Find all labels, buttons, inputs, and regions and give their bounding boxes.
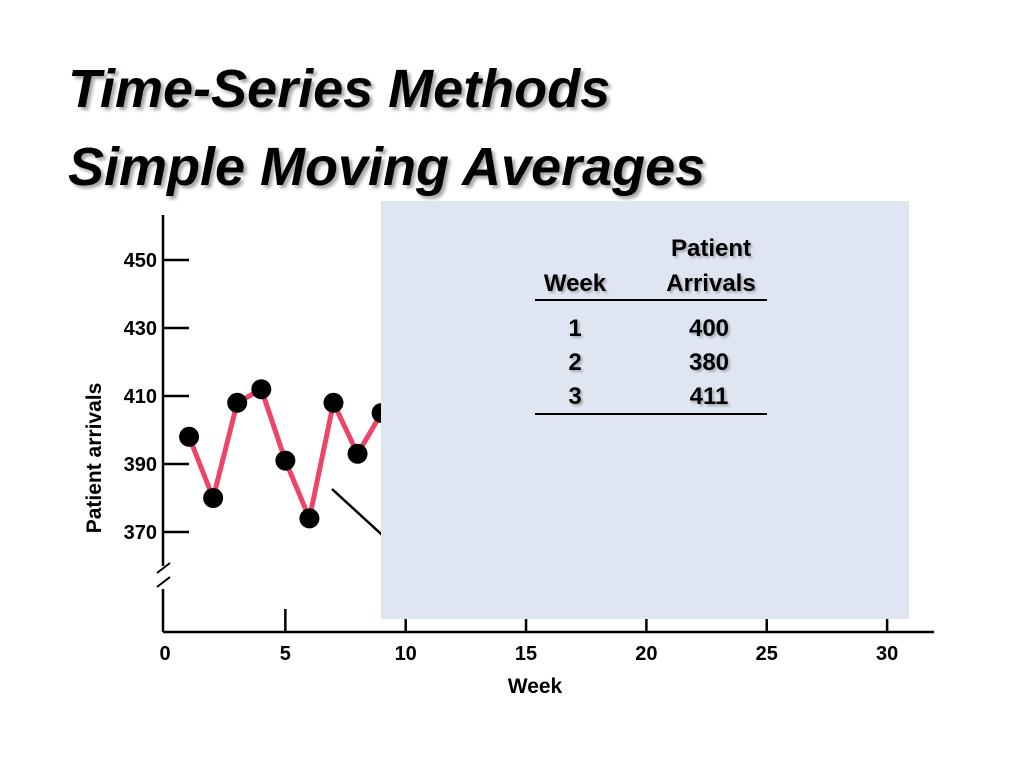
data-point bbox=[347, 443, 368, 464]
data-point bbox=[227, 392, 248, 413]
chart-axes: Patient arrivals Week bbox=[83, 215, 934, 698]
table-row-1-week: 1 bbox=[568, 315, 582, 342]
title-line-1: Time-Series Methods bbox=[68, 59, 611, 119]
x-tick-label: 10 bbox=[395, 643, 417, 665]
chart-series bbox=[179, 379, 392, 529]
x-tick-label: 15 bbox=[515, 643, 537, 665]
table-row-1-arrivals: 400 bbox=[688, 315, 730, 342]
table-header-rule bbox=[535, 299, 767, 301]
x-axis-title: Week bbox=[508, 675, 563, 698]
axis-break-mark-1 bbox=[156, 562, 171, 574]
data-point bbox=[179, 426, 200, 447]
x-tick-label: 20 bbox=[635, 643, 657, 665]
table-bottom-rule bbox=[535, 413, 767, 415]
y-tick-label: 370 bbox=[124, 522, 157, 544]
y-tick-label: 390 bbox=[124, 454, 157, 476]
table-header-week: Week bbox=[543, 270, 607, 297]
y-axis-title: Patient arrivals bbox=[83, 383, 106, 534]
y-tick-label: 410 bbox=[124, 386, 157, 408]
table-header-arrivals-line2: Arrivals bbox=[666, 270, 756, 297]
data-point bbox=[323, 392, 344, 413]
chart-ticks: 450 430 410 390 370 0 5 10 15 20 25 30 bbox=[124, 250, 899, 665]
x-tick-label: 5 bbox=[280, 643, 291, 665]
table-row-3-week: 3 bbox=[568, 383, 582, 410]
table-row-2-week: 2 bbox=[568, 349, 582, 376]
y-tick-label: 430 bbox=[124, 318, 157, 340]
data-point bbox=[251, 379, 272, 400]
y-tick-label: 450 bbox=[124, 250, 157, 272]
table-row-2-arrivals: 380 bbox=[688, 349, 730, 376]
data-point bbox=[203, 488, 224, 508]
axis-break-mark-2 bbox=[156, 576, 171, 588]
x-tick-label: 0 bbox=[159, 643, 170, 665]
x-tick-label: 30 bbox=[876, 643, 898, 665]
data-point bbox=[299, 508, 320, 529]
x-tick-label: 25 bbox=[756, 643, 778, 665]
data-table-panel: Patient Week Arrivals 1 400 2 380 3 411 bbox=[381, 201, 909, 619]
table-row-3-arrivals: 411 bbox=[689, 383, 729, 410]
data-point bbox=[275, 450, 296, 471]
title-line-2: Simple Moving Averages bbox=[68, 137, 706, 197]
table-header-arrivals-line1: Patient bbox=[670, 235, 751, 262]
